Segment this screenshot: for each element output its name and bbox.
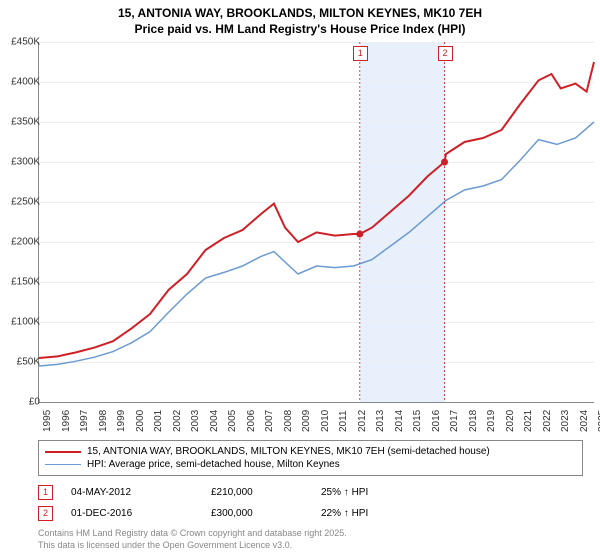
sale-row: 1 04-MAY-2012£210,00025% ↑ HPI bbox=[38, 482, 583, 503]
legend: 15, ANTONIA WAY, BROOKLANDS, MILTON KEYN… bbox=[38, 440, 583, 476]
title-line1: 15, ANTONIA WAY, BROOKLANDS, MILTON KEYN… bbox=[0, 6, 600, 22]
x-tick-label: 2008 bbox=[283, 410, 294, 432]
chart-lines bbox=[39, 42, 594, 402]
sales-table: 1 04-MAY-2012£210,00025% ↑ HPI 2 01-DEC-201… bbox=[38, 482, 583, 524]
x-tick-label: 2006 bbox=[246, 410, 257, 432]
x-tick-label: 2014 bbox=[394, 410, 405, 432]
legend-label: HPI: Average price, semi-detached house,… bbox=[87, 459, 340, 470]
x-tick-label: 1995 bbox=[42, 410, 53, 432]
y-tick-label: £250K bbox=[11, 197, 40, 208]
event-marker-label: 1 bbox=[353, 46, 368, 61]
series-price_paid bbox=[39, 62, 594, 358]
x-tick-label: 2012 bbox=[357, 410, 368, 432]
sale-price: £300,000 bbox=[211, 508, 321, 519]
y-tick-label: £350K bbox=[11, 117, 40, 128]
x-tick-label: 2011 bbox=[338, 410, 349, 432]
x-tick-label: 2004 bbox=[209, 410, 220, 432]
y-tick-label: £0 bbox=[29, 397, 40, 408]
x-tick-label: 2020 bbox=[505, 410, 516, 432]
x-tick-label: 2000 bbox=[135, 410, 146, 432]
sale-marker: 2 bbox=[38, 506, 53, 521]
y-tick-label: £450K bbox=[11, 37, 40, 48]
footer-line: Contains HM Land Registry data © Crown c… bbox=[38, 528, 347, 540]
event-marker-dot bbox=[441, 159, 448, 166]
legend-item-hpi: HPI: Average price, semi-detached house,… bbox=[45, 458, 576, 471]
footer-attribution: Contains HM Land Registry data © Crown c… bbox=[38, 528, 347, 551]
x-tick-label: 2023 bbox=[560, 410, 571, 432]
sale-date: 01-DEC-2016 bbox=[71, 508, 211, 519]
x-tick-label: 2013 bbox=[375, 410, 386, 432]
chart-plot-area: 1995199619971998199920002001200220032004… bbox=[38, 42, 594, 403]
x-tick-label: 2009 bbox=[301, 410, 312, 432]
x-tick-label: 2003 bbox=[190, 410, 201, 432]
y-tick-label: £50K bbox=[17, 357, 40, 368]
x-tick-label: 2022 bbox=[542, 410, 553, 432]
x-tick-label: 1996 bbox=[61, 410, 72, 432]
sale-date: 04-MAY-2012 bbox=[71, 487, 211, 498]
x-tick-label: 2021 bbox=[523, 410, 534, 432]
sale-hpi: 22% ↑ HPI bbox=[321, 508, 368, 519]
x-tick-label: 1998 bbox=[98, 410, 109, 432]
series-hpi bbox=[39, 122, 594, 366]
x-tick-label: 1999 bbox=[116, 410, 127, 432]
sale-price: £210,000 bbox=[211, 487, 321, 498]
footer-line: This data is licensed under the Open Gov… bbox=[38, 540, 347, 552]
x-tick-label: 2002 bbox=[172, 410, 183, 432]
x-tick-label: 2019 bbox=[486, 410, 497, 432]
sale-hpi: 25% ↑ HPI bbox=[321, 487, 368, 498]
legend-item-price-paid: 15, ANTONIA WAY, BROOKLANDS, MILTON KEYN… bbox=[45, 445, 576, 458]
title-line2: Price paid vs. HM Land Registry's House … bbox=[0, 22, 600, 38]
event-marker-label: 2 bbox=[438, 46, 453, 61]
x-tick-label: 2015 bbox=[412, 410, 423, 432]
y-tick-label: £100K bbox=[11, 317, 40, 328]
x-tick-label: 2024 bbox=[579, 410, 590, 432]
y-tick-label: £400K bbox=[11, 77, 40, 88]
y-tick-label: £200K bbox=[11, 237, 40, 248]
y-tick-label: £300K bbox=[11, 157, 40, 168]
legend-swatch bbox=[45, 451, 81, 453]
chart-title: 15, ANTONIA WAY, BROOKLANDS, MILTON KEYN… bbox=[0, 0, 600, 37]
x-tick-label: 2005 bbox=[227, 410, 238, 432]
legend-swatch bbox=[45, 464, 81, 466]
y-tick-label: £150K bbox=[11, 277, 40, 288]
legend-label: 15, ANTONIA WAY, BROOKLANDS, MILTON KEYN… bbox=[87, 446, 490, 457]
sale-row: 2 01-DEC-2016£300,00022% ↑ HPI bbox=[38, 503, 583, 524]
x-tick-label: 2001 bbox=[153, 410, 164, 432]
sale-marker: 1 bbox=[38, 485, 53, 500]
event-marker-dot bbox=[356, 231, 363, 238]
x-tick-label: 2010 bbox=[320, 410, 331, 432]
x-tick-label: 2016 bbox=[431, 410, 442, 432]
x-tick-label: 2017 bbox=[449, 410, 460, 432]
x-tick-label: 2007 bbox=[264, 410, 275, 432]
x-tick-label: 1997 bbox=[79, 410, 90, 432]
x-tick-label: 2018 bbox=[468, 410, 479, 432]
